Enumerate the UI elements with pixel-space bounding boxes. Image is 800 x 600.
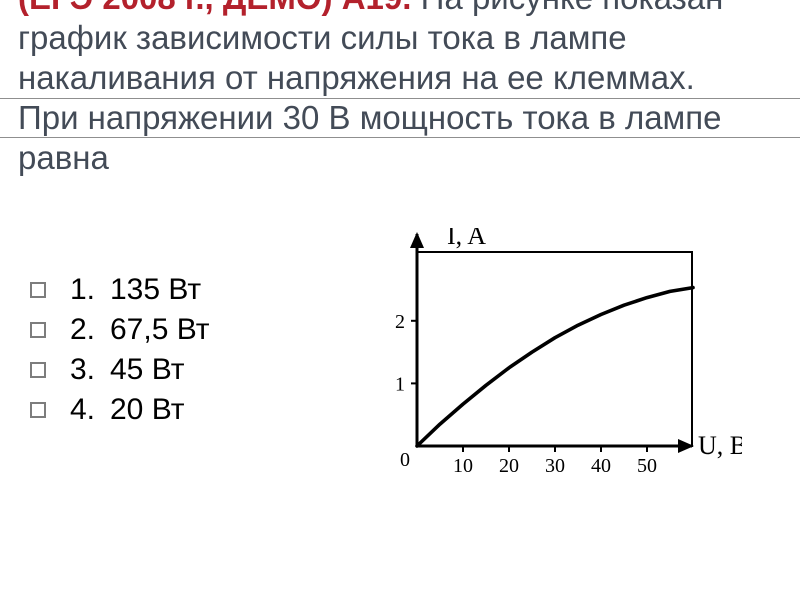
answer-number: 4. <box>70 390 110 430</box>
question-body: На рисунке показан график зависимости си… <box>18 0 723 176</box>
svg-text:1: 1 <box>395 373 405 395</box>
question-text: (ЕГЭ 2008 г., ДЕМО) А19. На рисунке пока… <box>18 0 762 178</box>
bullet-icon <box>28 400 48 420</box>
answer-option[interactable]: 3.45 Вт <box>70 350 209 390</box>
answer-number: 1. <box>70 270 110 310</box>
bullet-icon <box>28 360 48 380</box>
svg-text:10: 10 <box>453 455 473 477</box>
notebook-line <box>0 98 800 99</box>
svg-text:0: 0 <box>400 449 410 471</box>
slide-root: (ЕГЭ 2008 г., ДЕМО) А19. На рисунке пока… <box>0 0 800 600</box>
chart-svg: 1020304050120I, AU, B <box>370 228 742 483</box>
answer-option[interactable]: 2.67,5 Вт <box>70 310 209 350</box>
svg-text:2: 2 <box>395 311 405 333</box>
question-prefix: (ЕГЭ 2008 г., ДЕМО) А19. <box>18 0 411 16</box>
notebook-line <box>0 137 800 138</box>
svg-text:50: 50 <box>637 455 657 477</box>
answer-text: 135 Вт <box>110 273 201 306</box>
svg-text:30: 30 <box>545 455 565 477</box>
svg-text:40: 40 <box>591 455 611 477</box>
svg-text:U, B: U, B <box>698 431 742 460</box>
answer-option[interactable]: 1.135 Вт <box>70 270 209 310</box>
bullet-icon <box>28 280 48 300</box>
bullet-icon <box>28 320 48 340</box>
iv-chart: 1020304050120I, AU, B <box>370 228 742 483</box>
answer-number: 2. <box>70 310 110 350</box>
answer-number: 3. <box>70 350 110 390</box>
answer-text: 20 Вт <box>110 393 184 426</box>
answer-option[interactable]: 4.20 Вт <box>70 390 209 430</box>
answer-text: 45 Вт <box>110 353 184 386</box>
answer-text: 67,5 Вт <box>110 313 209 346</box>
svg-text:I, A: I, A <box>447 228 486 250</box>
answer-list: 1.135 Вт 2.67,5 Вт 3.45 Вт 4.20 Вт <box>70 270 209 430</box>
svg-text:20: 20 <box>499 455 519 477</box>
